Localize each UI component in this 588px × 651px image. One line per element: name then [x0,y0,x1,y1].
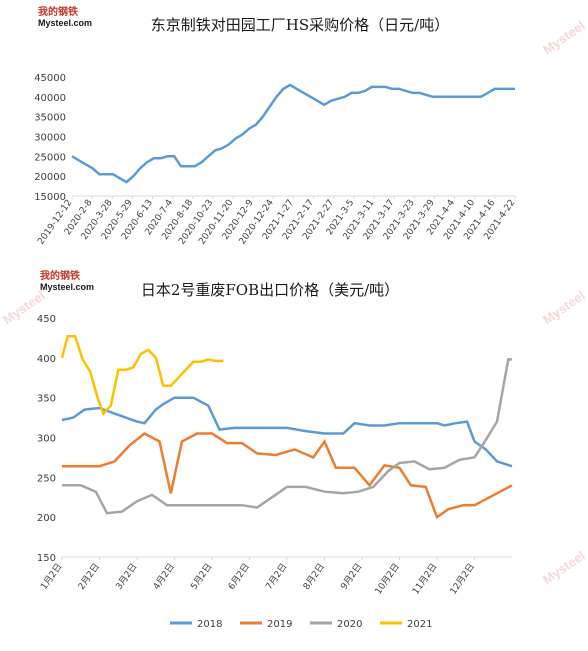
x-tick-label: 9月2日 [339,561,365,591]
logo-cn-text-2: 我的钢铁 [40,271,80,282]
y-tick-label: 200 [37,513,56,524]
x-tick-label: 4月2日 [151,561,177,591]
x-tick-label: 12月2日 [448,561,477,596]
y-tick-label: 20000 [34,172,66,183]
chart-title: 东京制铁对田园工厂HS采购价格（日元/吨） [151,16,449,34]
series-line-c0s0 [71,83,515,184]
y-tick-label: 250 [37,473,56,484]
x-tick-label: 10月2日 [373,561,402,596]
legend-label-2020: 2020 [337,619,362,630]
y-tick-label: 450 [37,314,56,325]
y-tick-label: 150 [37,553,56,564]
legend-label-2018: 2018 [197,619,222,630]
y-tick-label: 15000 [34,192,66,203]
x-tick-label: 11月2日 [410,561,439,596]
x-tick-label: 3月2日 [114,561,140,591]
x-tick-label: 8月2日 [301,561,327,591]
x-tick-label: 7月2日 [264,561,290,591]
logo-en-text: Mysteel.com [38,18,93,28]
y-tick-label: 25000 [34,152,66,163]
y-tick-label: 350 [37,394,56,405]
y-tick-label: 40000 [34,93,66,104]
series-line-2019 [62,432,513,520]
x-tick-label: 2月2日 [76,561,102,591]
series-line-2021 [60,335,224,416]
mysteel-logo-top: 我的钢铁 Mysteel.com [38,7,93,29]
x-tick-label: 5月2日 [189,561,215,591]
series-line-2018 [61,396,513,468]
legend-label-2021: 2021 [407,619,432,630]
chart-title: 日本2号重废FOB出口价格（美元/吨） [141,281,399,299]
y-tick-label: 300 [37,434,56,445]
y-tick-label: 30000 [34,133,66,144]
mysteel-logo-bottom: 我的钢铁 Mysteel.com [40,271,95,293]
legend-label-2019: 2019 [267,619,292,630]
y-tick-label: 45000 [34,73,66,84]
series-line-2020 [62,358,512,515]
x-tick-label: 6月2日 [226,561,252,591]
logo-en-text-2: Mysteel.com [40,282,95,292]
y-tick-label: 35000 [34,113,66,124]
x-tick-label: 1月2日 [39,561,65,591]
y-tick-label: 400 [37,354,56,365]
logo-cn-text: 我的钢铁 [38,7,78,18]
